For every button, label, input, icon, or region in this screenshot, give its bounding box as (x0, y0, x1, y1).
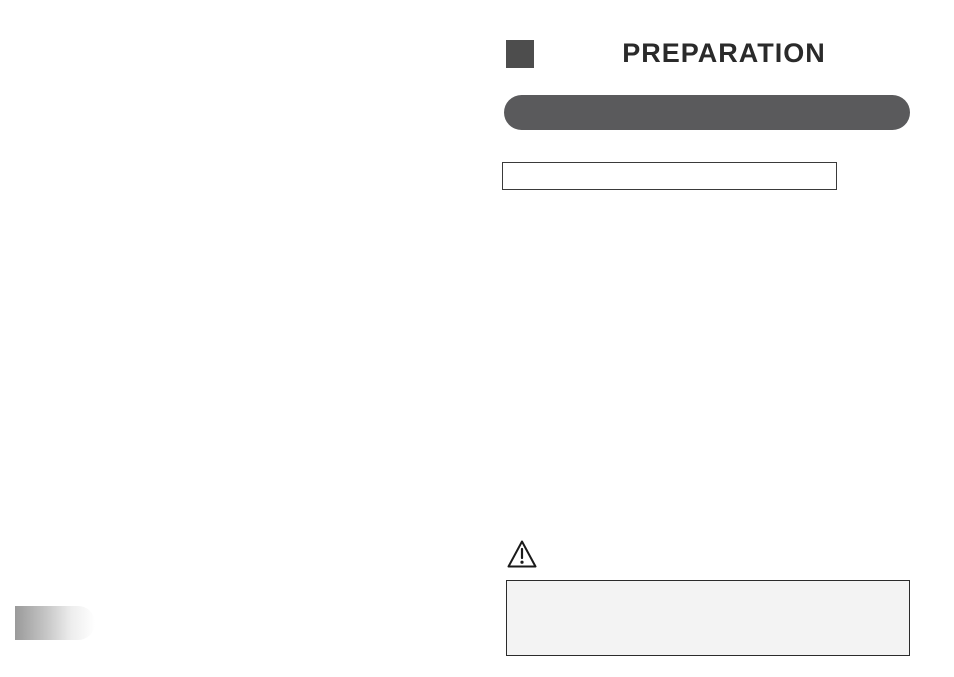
document-page: PREPARATION (0, 0, 954, 677)
page-title: PREPARATION (540, 38, 908, 69)
caution-triangle-icon (507, 540, 537, 568)
section-pill-bar (504, 95, 910, 130)
page-side-tab (15, 606, 95, 640)
outlined-field-box (502, 162, 837, 190)
caution-box (506, 580, 910, 656)
header-square-marker (506, 40, 534, 68)
